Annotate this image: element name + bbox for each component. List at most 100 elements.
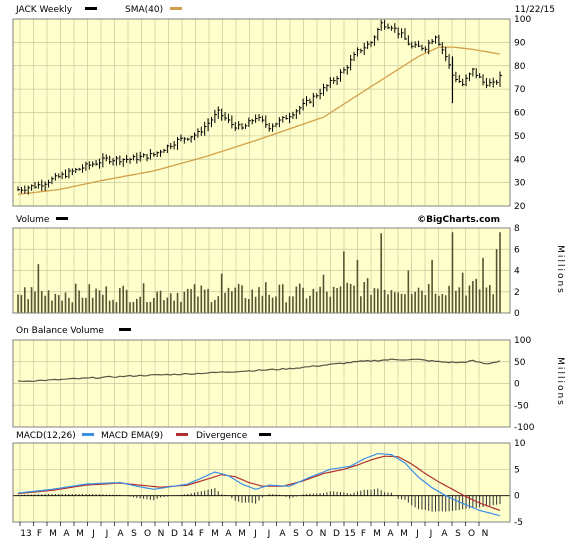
volume-bar (393, 292, 396, 313)
volume-bar (224, 292, 226, 313)
x-tick-label: A (117, 529, 124, 539)
volume-bar (448, 285, 450, 313)
volume-bar (261, 295, 264, 313)
volume-bar (173, 300, 175, 313)
volume-bar (152, 298, 155, 313)
volume-bar (220, 273, 223, 313)
volume-bar (295, 286, 298, 313)
volume-bar (98, 290, 101, 313)
volume-bar (499, 232, 501, 313)
volume-bar (472, 280, 474, 313)
volume-bar (475, 278, 478, 313)
volume-bars-group (17, 232, 501, 313)
volume-bar (129, 302, 131, 313)
volume-bar (183, 291, 186, 313)
macd-lines-group (17, 452, 501, 517)
volume-bar (95, 288, 97, 313)
sma-line (17, 46, 501, 195)
x-tick-label: N (158, 529, 165, 539)
volume-bar (353, 285, 355, 313)
obv-tick-label: 0 (514, 380, 520, 390)
volume-bar (108, 300, 111, 313)
volume-bar (377, 288, 379, 313)
x-tick-label: A (63, 529, 70, 539)
volume-bar (343, 251, 345, 313)
volume-bar (115, 302, 118, 313)
x-tick-label: F (37, 529, 42, 539)
volume-bar (431, 259, 433, 313)
sma-line-group (17, 46, 501, 195)
x-tick-label: M (400, 529, 408, 539)
volume-bar (85, 297, 87, 313)
volume-bar (407, 270, 410, 313)
volume-bar (207, 288, 209, 313)
volume-bar (489, 284, 491, 313)
volume-label: Volume (16, 215, 50, 225)
volume-bar (336, 288, 338, 313)
divergence-legend-swatch (259, 433, 271, 436)
volume-bar (47, 290, 50, 313)
macd-tick-label: -5 (514, 518, 523, 528)
volume-bar (332, 286, 335, 313)
volume-bar (34, 291, 36, 313)
volume-bar (231, 291, 233, 313)
x-tick-label: 13 (20, 529, 31, 539)
obv-ylabel: Millions (555, 357, 565, 407)
volume-bar (370, 294, 372, 313)
volume-bar (122, 285, 125, 313)
volume-bar (112, 299, 114, 313)
volume-bar (482, 257, 484, 313)
volume-bar (248, 299, 250, 313)
obv-panel: -100 -50 0 50 100 (12, 336, 535, 433)
volume-bar (156, 291, 158, 313)
volume-bar (315, 291, 318, 313)
volume-bar (176, 292, 179, 313)
volume-bar (400, 293, 403, 313)
volume-bar (288, 296, 291, 313)
volume-bar (159, 290, 162, 313)
volume-bar (424, 295, 427, 313)
volume-bar (254, 296, 257, 313)
volume-bar (421, 290, 423, 313)
obv-label: On Balance Volume (16, 326, 104, 336)
volume-bar (383, 289, 386, 313)
x-tick-label: A (441, 529, 448, 539)
x-tick-label: D (333, 529, 340, 539)
volume-bar (326, 291, 328, 313)
chart-date: 11/22/15 (515, 5, 555, 15)
volume-bar (23, 287, 26, 313)
x-tick-label: D (171, 529, 178, 539)
ticker-legend-swatch (85, 7, 97, 10)
price-tick-label: 40 (514, 155, 526, 165)
x-tick-label: J (415, 529, 419, 539)
volume-bar (227, 287, 230, 313)
volume-bar (478, 289, 481, 313)
price-tick-label: 70 (514, 85, 526, 95)
volume-bar (234, 287, 237, 313)
volume-bar (451, 232, 454, 313)
volume-bar (30, 287, 33, 313)
x-tick-label: J (91, 529, 95, 539)
volume-bar (339, 286, 342, 313)
volume-bar (346, 282, 349, 313)
volume-bar (37, 264, 40, 313)
volume-bar (380, 233, 382, 313)
volume-bar (197, 296, 199, 313)
x-axis: 13 F M A M J J A S O N D 14 F M A M J J A S O N D 15 F M A M J J A S O N (19, 522, 489, 539)
volume-bar (71, 302, 74, 313)
volume-bar (410, 293, 413, 313)
volume-bar (461, 272, 464, 313)
volume-bar (302, 287, 304, 313)
price-tick-label: 50 (514, 132, 526, 142)
volume-bar (268, 294, 270, 313)
obv-tick-label: 100 (514, 336, 531, 346)
volume-bar (68, 297, 70, 313)
macd-panel: -5 0 5 10 (12, 439, 526, 528)
volume-tick-label: 4 (514, 267, 520, 277)
x-tick-label: N (482, 529, 489, 539)
x-tick-label: A (279, 529, 286, 539)
volume-panel: 0 2 4 6 8 (12, 224, 520, 319)
x-tick-label: M (373, 529, 381, 539)
volume-bar (57, 295, 60, 313)
volume-bar (356, 259, 359, 313)
